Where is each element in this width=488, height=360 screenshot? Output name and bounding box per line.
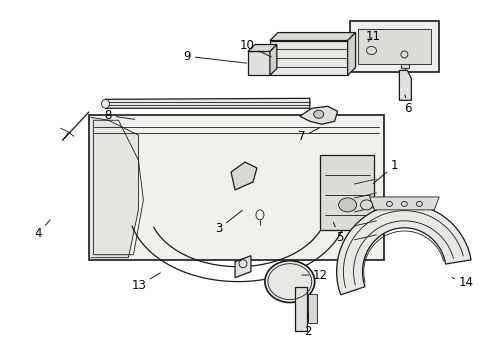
Bar [349, 21, 438, 72]
Polygon shape [247, 51, 269, 75]
Text: 7: 7 [298, 127, 319, 144]
Polygon shape [307, 293, 316, 323]
Polygon shape [401, 58, 408, 68]
Polygon shape [269, 32, 355, 41]
Polygon shape [347, 32, 355, 75]
Ellipse shape [338, 198, 356, 212]
Text: 3: 3 [215, 210, 242, 235]
Bar [88, 115, 384, 260]
Text: 2: 2 [304, 314, 311, 338]
Ellipse shape [264, 261, 314, 302]
Polygon shape [336, 204, 470, 295]
Text: 11: 11 [365, 30, 380, 43]
Polygon shape [299, 106, 337, 124]
Polygon shape [105, 98, 309, 108]
Text: 1: 1 [372, 159, 397, 184]
Polygon shape [269, 41, 347, 75]
Polygon shape [294, 287, 306, 332]
Polygon shape [247, 45, 276, 51]
Polygon shape [235, 256, 250, 278]
Text: 9: 9 [183, 50, 246, 63]
Ellipse shape [360, 200, 372, 210]
Text: 14: 14 [451, 276, 473, 289]
Text: 13: 13 [131, 273, 160, 292]
Ellipse shape [102, 99, 109, 108]
Ellipse shape [313, 110, 323, 118]
Text: 10: 10 [239, 39, 271, 57]
Text: 8: 8 [104, 109, 134, 122]
Polygon shape [269, 45, 276, 75]
Polygon shape [399, 71, 410, 100]
Polygon shape [369, 197, 438, 210]
Text: 5: 5 [333, 222, 343, 244]
Polygon shape [230, 162, 256, 190]
Text: 4: 4 [34, 220, 50, 240]
Text: 6: 6 [404, 95, 411, 115]
Polygon shape [90, 117, 138, 258]
Polygon shape [357, 28, 430, 64]
Text: 12: 12 [301, 269, 327, 282]
Polygon shape [319, 155, 374, 230]
